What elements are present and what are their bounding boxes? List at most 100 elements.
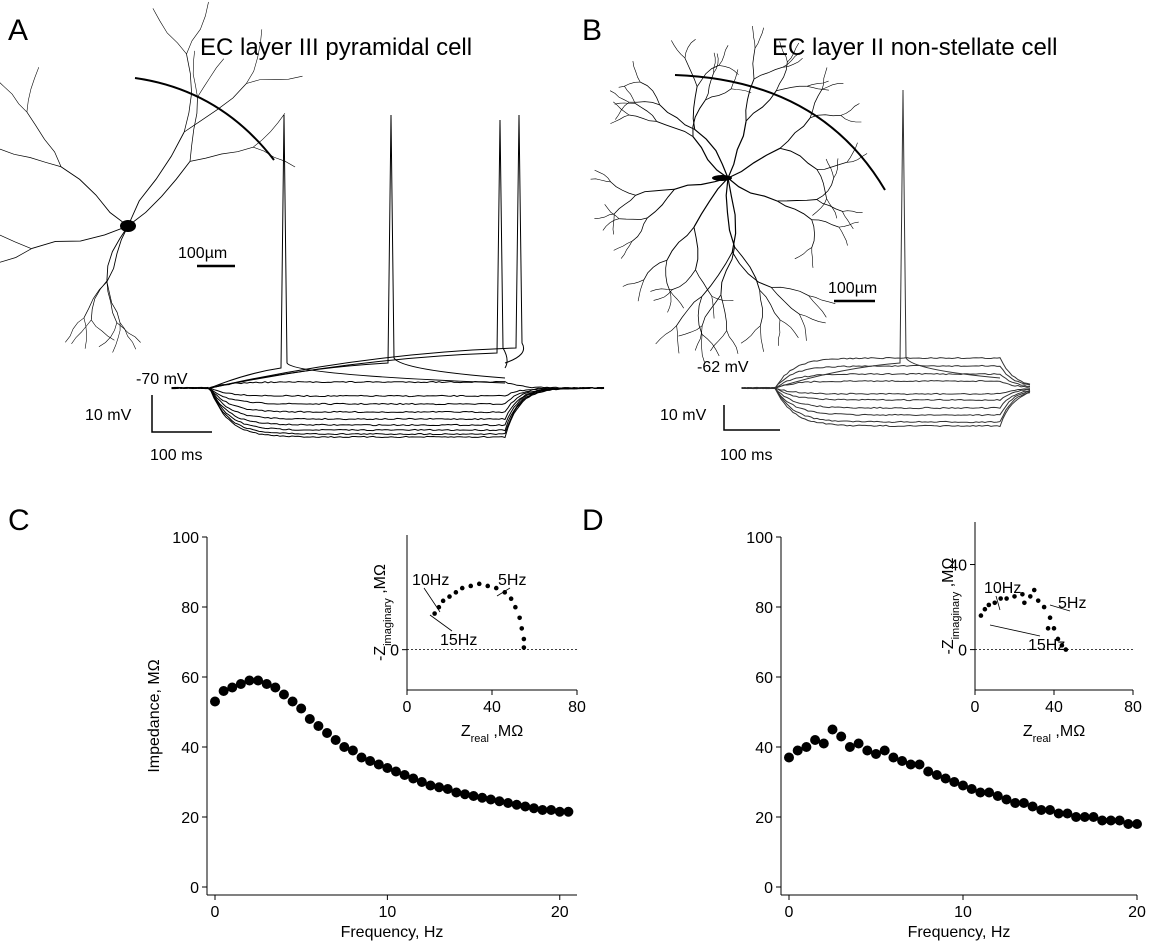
dendrite bbox=[618, 81, 641, 88]
annotation-pointer bbox=[995, 595, 1001, 611]
dendrite bbox=[816, 161, 848, 170]
data-point bbox=[879, 745, 890, 756]
dendrite bbox=[192, 50, 198, 98]
dendrite bbox=[615, 102, 630, 120]
dendrite bbox=[811, 219, 815, 248]
dendrite bbox=[779, 147, 818, 170]
voltage-trace bbox=[774, 89, 1001, 389]
data-point bbox=[784, 752, 794, 763]
data-point bbox=[975, 787, 986, 798]
y-tick-label: 100 bbox=[172, 530, 199, 547]
data-point bbox=[844, 742, 855, 752]
x-tick-label: 0 bbox=[211, 904, 220, 921]
dendrite bbox=[701, 334, 705, 363]
label-part: imaginary bbox=[950, 591, 962, 639]
label-part: Z bbox=[461, 723, 471, 740]
x-tick-label: 0 bbox=[785, 904, 794, 921]
data-point bbox=[322, 728, 333, 738]
data-point bbox=[986, 602, 992, 608]
panel-title: EC layer III pyramidal cell bbox=[200, 34, 472, 61]
data-point bbox=[528, 803, 539, 814]
x-tick-label: 0 bbox=[971, 699, 980, 716]
data-point bbox=[287, 696, 298, 707]
data-point bbox=[434, 782, 445, 793]
data-point bbox=[914, 759, 925, 770]
data-point bbox=[1031, 587, 1037, 593]
dendrite bbox=[98, 322, 118, 348]
data-point bbox=[1071, 812, 1082, 822]
dendrite bbox=[671, 40, 686, 59]
dendrite bbox=[620, 241, 633, 259]
data-point bbox=[998, 596, 1003, 601]
data-point bbox=[520, 801, 531, 812]
dendrite bbox=[665, 260, 671, 291]
dendrite bbox=[779, 319, 799, 338]
dendrite bbox=[628, 114, 657, 122]
dendrite bbox=[718, 45, 729, 66]
dendrite bbox=[826, 198, 838, 219]
dendrite bbox=[152, 8, 187, 55]
dendrite bbox=[183, 83, 247, 133]
dendrite bbox=[705, 88, 732, 101]
voltage-trace bbox=[171, 386, 605, 439]
data-point bbox=[476, 581, 482, 587]
data-point bbox=[1051, 626, 1057, 631]
dendrite bbox=[127, 161, 191, 227]
y-tick-label: 20 bbox=[181, 810, 199, 827]
dendrite bbox=[83, 317, 87, 349]
data-point bbox=[1053, 808, 1064, 819]
dendrite bbox=[718, 65, 739, 75]
y-tick-label: 40 bbox=[755, 740, 773, 757]
data-point bbox=[1105, 815, 1116, 826]
data-point bbox=[1035, 598, 1041, 603]
dendrite bbox=[594, 213, 615, 219]
x-axis-label: Frequency, Hz bbox=[908, 924, 1011, 941]
dendrite bbox=[629, 101, 660, 106]
dendrite bbox=[777, 199, 817, 202]
dendrite bbox=[799, 313, 826, 324]
dendrite bbox=[806, 80, 829, 87]
dendrite bbox=[119, 322, 137, 350]
data-point bbox=[440, 598, 446, 604]
voltage-trace bbox=[209, 119, 508, 389]
dendrite bbox=[727, 177, 737, 253]
x-tick-label: 10 bbox=[954, 904, 972, 921]
scale-label: 100 ms bbox=[720, 447, 772, 464]
data-point bbox=[1012, 594, 1017, 599]
data-point bbox=[1047, 615, 1053, 620]
dendrite bbox=[632, 61, 641, 83]
dendrite bbox=[667, 290, 672, 313]
dendrite bbox=[775, 62, 788, 91]
data-point bbox=[513, 604, 518, 610]
dendrite bbox=[701, 294, 722, 326]
dendrite bbox=[610, 181, 636, 196]
voltage-trace bbox=[741, 387, 1031, 396]
data-point bbox=[517, 615, 522, 621]
dendrite bbox=[727, 177, 778, 202]
voltage-trace bbox=[209, 114, 525, 389]
data-point bbox=[1022, 600, 1027, 606]
dendrite bbox=[656, 120, 694, 138]
dendrite bbox=[720, 294, 728, 331]
voltage-trace bbox=[741, 386, 1031, 424]
panel-label: D bbox=[582, 504, 604, 537]
dendrite bbox=[779, 117, 811, 149]
voltage-trace bbox=[741, 386, 1031, 402]
dendrite bbox=[655, 325, 677, 345]
dendrite bbox=[0, 234, 32, 249]
dendrite bbox=[106, 225, 129, 281]
data-point bbox=[563, 806, 574, 817]
data-point bbox=[485, 583, 491, 589]
data-point bbox=[836, 731, 847, 742]
dendrite bbox=[186, 1, 209, 55]
data-point bbox=[511, 799, 522, 810]
voltage-trace bbox=[741, 386, 1031, 410]
data-point bbox=[468, 791, 479, 801]
label-part: ,MΩ bbox=[1051, 723, 1085, 740]
dendrite bbox=[821, 83, 844, 90]
pia-line bbox=[134, 77, 275, 161]
dendrite bbox=[676, 325, 680, 354]
scale-label: 100µm bbox=[178, 245, 227, 262]
dendrite bbox=[127, 131, 185, 227]
dendrite bbox=[770, 287, 800, 315]
